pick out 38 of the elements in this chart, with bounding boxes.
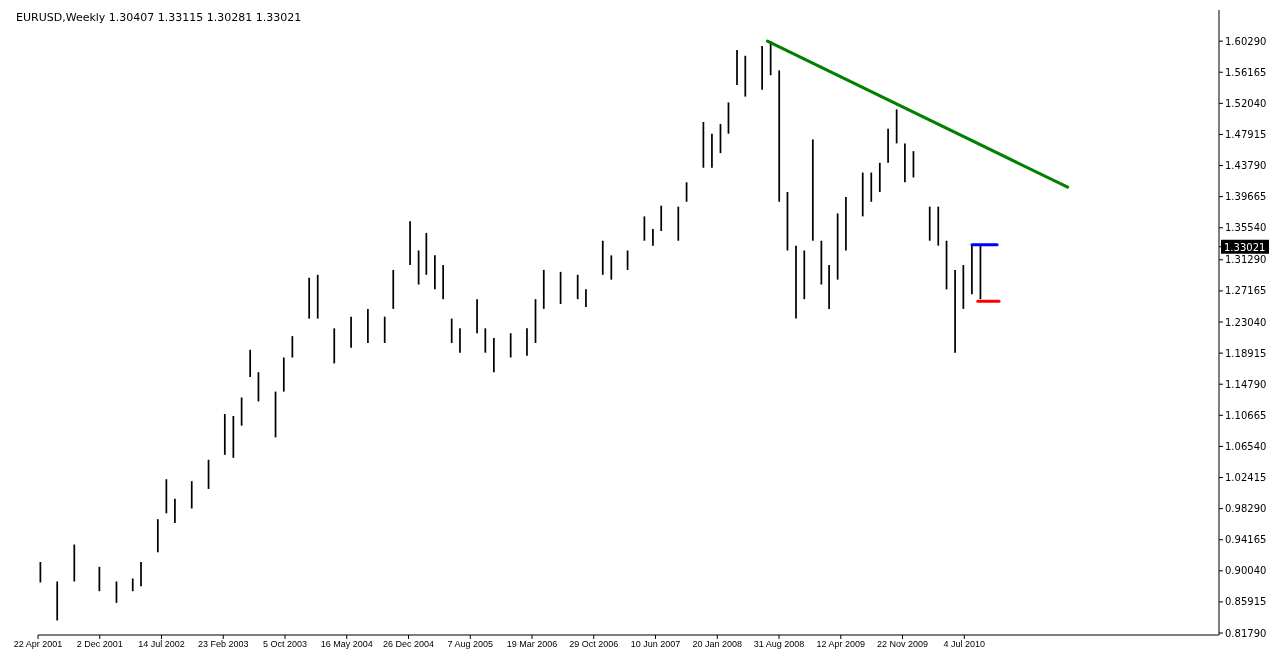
- y-tick-label: 1.18915: [1225, 347, 1267, 359]
- x-tick-label: 7 Aug 2005: [447, 639, 494, 650]
- ref-line-label: 1.33021: [1224, 241, 1266, 253]
- x-tick-label: 19 Mar 2006: [506, 639, 558, 650]
- y-tick-label: 1.27165: [1225, 285, 1267, 297]
- y-tick-label: 0.81790: [1225, 627, 1267, 639]
- x-tick-label: 12 Apr 2009: [816, 639, 866, 650]
- y-tick-label: 1.02415: [1225, 472, 1267, 484]
- x-tick-label: 22 Apr 2001: [13, 639, 63, 650]
- x-tick-label: 5 Oct 2003: [262, 639, 308, 650]
- y-tick-label: 1.47915: [1225, 129, 1267, 140]
- x-tick-label: 4 Jul 2010: [943, 639, 986, 650]
- x-tick-label: 23 Feb 2003: [197, 639, 249, 650]
- x-tick-label: 20 Jan 2008: [692, 639, 743, 650]
- x-tick-label: 2 Dec 2001: [76, 639, 123, 650]
- y-tick-label: 0.90040: [1225, 565, 1267, 577]
- chart-title: EURUSD,Weekly 1.30407 1.33115 1.30281 1.33021: [16, 11, 302, 24]
- x-tick-label: 26 Dec 2004: [382, 639, 435, 650]
- y-tick-label: 0.94165: [1225, 534, 1267, 546]
- y-tick-label: 1.10665: [1225, 409, 1267, 421]
- y-tick-label: 1.39665: [1225, 191, 1267, 203]
- x-tick-label: 14 Jul 2002: [138, 639, 185, 650]
- y-tick-label: 1.35540: [1225, 222, 1267, 234]
- y-tick-label: 1.56165: [1225, 66, 1267, 78]
- y-tick-label: 1.43790: [1225, 160, 1267, 172]
- x-tick-label: 10 Jun 2007: [630, 639, 681, 650]
- y-tick-label: 1.23040: [1225, 316, 1267, 328]
- x-tick-label: 16 May 2004: [320, 639, 373, 650]
- x-tick-label: 29 Oct 2006: [569, 639, 619, 650]
- y-tick-label: 1.14790: [1225, 378, 1267, 390]
- y-tick-label: 1.31290: [1225, 254, 1267, 266]
- y-tick-label: 1.06540: [1225, 440, 1267, 452]
- x-tick-label: 31 Aug 2008: [753, 639, 805, 650]
- y-tick-label: 0.98290: [1225, 503, 1267, 515]
- x-tick-label: 22 Nov 2009: [877, 639, 929, 650]
- y-tick-label: 0.85915: [1225, 596, 1267, 608]
- y-tick-label: 1.52040: [1225, 97, 1267, 109]
- y-tick-label: 1.60290: [1225, 35, 1267, 47]
